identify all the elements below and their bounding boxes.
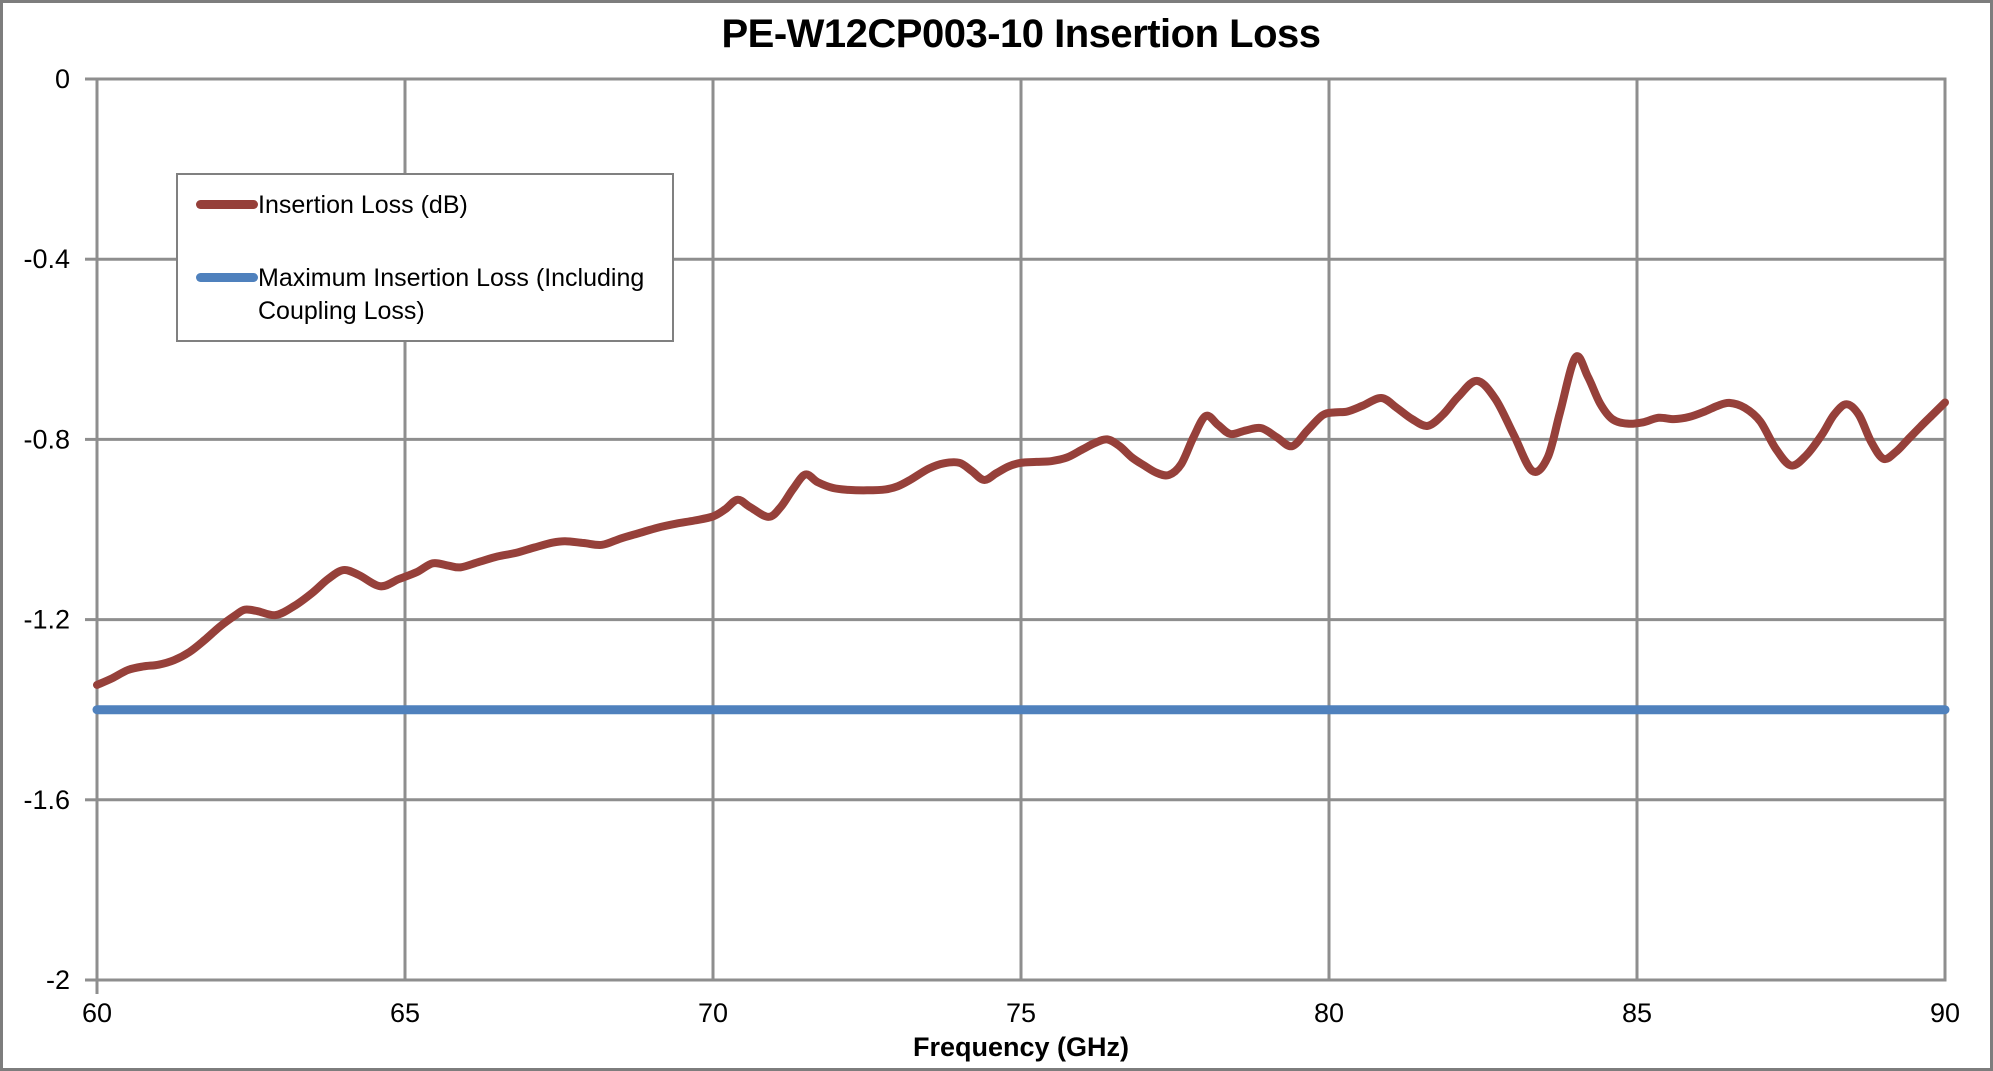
legend-item-insertion-loss: Insertion Loss (dB) — [196, 189, 664, 222]
x-tick-label: 85 — [1622, 998, 1652, 1028]
legend: Insertion Loss (dB) Maximum Insertion Lo… — [176, 173, 674, 342]
legend-item-max-insertion-loss: Maximum Insertion Loss (Including Coupli… — [196, 262, 664, 328]
insertion-loss-series-line — [93, 352, 1949, 689]
insertion-loss-line-swatch — [196, 200, 258, 209]
legend-label-insertion-loss: Insertion Loss (dB) — [258, 191, 468, 219]
x-tick-label: 80 — [1314, 998, 1344, 1028]
y-tick-label: -2 — [46, 965, 70, 995]
chart-title: PE-W12CP003-10 Insertion Loss — [721, 12, 1321, 56]
x-tick-label: 70 — [698, 998, 728, 1028]
y-tick-label: 0 — [55, 64, 70, 94]
legend-label-max-insertion-loss: Maximum Insertion Loss (Including Coupli… — [258, 264, 645, 325]
y-tick-label: -0.8 — [23, 424, 70, 454]
y-tick-label: -0.4 — [23, 244, 70, 274]
y-tick-label: -1.6 — [23, 785, 70, 815]
x-tick-label: 90 — [1930, 998, 1960, 1028]
max-insertion-loss-line-swatch — [196, 273, 258, 282]
x-axis-title: Frequency (GHz) — [912, 1032, 1130, 1062]
plot-border — [95, 77, 1947, 982]
y-tick-label: -1.2 — [23, 605, 70, 635]
x-tick-label: 65 — [390, 998, 420, 1028]
x-tick-label: 75 — [1006, 998, 1036, 1028]
x-tick-label: 60 — [82, 998, 112, 1028]
